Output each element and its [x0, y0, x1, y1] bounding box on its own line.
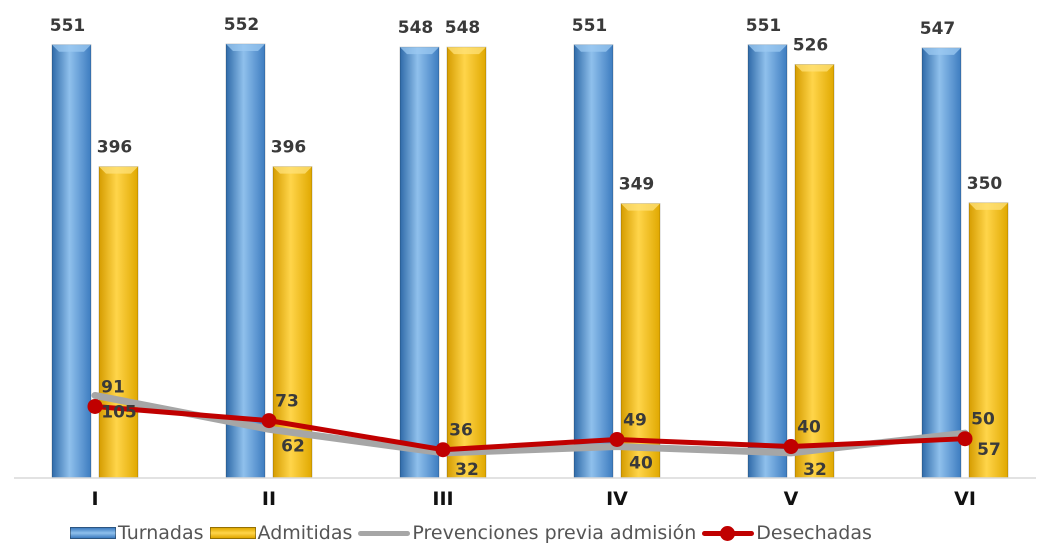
labels-layer: 551 396 552 396 548 548 551 349 551 526 547 350 105 6…	[50, 15, 1003, 480]
bar-cap-turnadas-VI	[922, 47, 961, 55]
bar-cap-admitidas-II	[273, 166, 312, 174]
data-label-turnadas-VI: 547	[920, 19, 956, 39]
legend-label-desechadas: Desechadas	[756, 522, 872, 544]
data-label-turnadas-II: 552	[224, 15, 260, 35]
data-label-desechadas-V: 40	[797, 418, 821, 438]
bar-turnadas-V	[747, 44, 788, 479]
point-desechadas-II	[261, 413, 277, 429]
bar-cap-turnadas-V	[748, 44, 787, 52]
legend-item-turnadas: Turnadas	[70, 522, 204, 544]
category-label-III: III	[432, 488, 453, 510]
category-label-II: II	[262, 488, 276, 510]
legend-swatch-prevenciones	[358, 526, 411, 540]
bar-admitidas-I	[98, 166, 139, 479]
bar-cap-admitidas-I	[99, 166, 138, 174]
bar-admitidas-VI	[968, 202, 1009, 479]
category-label-IV: IV	[606, 488, 628, 510]
bar-admitidas-IV	[620, 203, 661, 479]
data-label-desechadas-VI: 50	[971, 410, 995, 430]
data-label-turnadas-V: 551	[746, 16, 782, 36]
data-label-prevenciones-IV: 40	[629, 454, 653, 474]
bars-layer	[51, 43, 1009, 479]
category-label-VI: VI	[954, 488, 976, 510]
data-label-admitidas-I: 396	[97, 138, 133, 158]
legend: Turnadas Admitidas Prevenciones previa a…	[70, 520, 878, 546]
data-label-turnadas-IV: 551	[572, 16, 608, 36]
line-desechadas	[92, 403, 968, 453]
data-label-desechadas-II: 73	[275, 392, 299, 412]
data-label-prevenciones-VI: 57	[977, 440, 1001, 460]
legend-swatch-turnadas	[70, 527, 116, 539]
point-desechadas-V	[783, 439, 799, 455]
point-desechadas-IV	[609, 431, 625, 447]
legend-item-desechadas: Desechadas	[702, 522, 872, 544]
data-label-desechadas-I: 91	[101, 377, 125, 397]
data-label-admitidas-VI: 350	[967, 174, 1003, 194]
category-labels: I II III IV V VI	[91, 488, 975, 510]
data-label-desechadas-III: 36	[449, 421, 473, 441]
bar-cap-turnadas-III	[400, 47, 439, 55]
bar-turnadas-VI	[921, 47, 962, 479]
bar-cap-admitidas-III	[447, 47, 486, 55]
legend-label-turnadas: Turnadas	[118, 522, 204, 544]
bar-cap-turnadas-IV	[574, 44, 613, 52]
data-label-prevenciones-V: 32	[803, 460, 827, 480]
data-label-admitidas-III: 548	[445, 18, 481, 38]
bar-admitidas-V	[794, 64, 835, 479]
point-desechadas-VI	[957, 431, 973, 447]
legend-swatch-desechadas	[702, 526, 755, 541]
category-label-V: V	[784, 488, 799, 510]
point-desechadas-III	[435, 442, 451, 458]
legend-label-prevenciones: Prevenciones previa admisión	[412, 522, 697, 544]
bar-turnadas-III	[399, 46, 440, 479]
legend-item-prevenciones: Prevenciones previa admisión	[358, 522, 696, 544]
bar-cap-admitidas-VI	[969, 202, 1008, 210]
category-label-I: I	[91, 488, 98, 510]
bar-admitidas-III	[446, 46, 487, 479]
data-label-prevenciones-III: 32	[455, 460, 479, 480]
bar-turnadas-IV	[573, 44, 614, 479]
legend-item-admitidas: Admitidas	[209, 522, 353, 544]
data-label-desechadas-IV: 49	[623, 410, 647, 430]
data-label-prevenciones-I: 105	[101, 402, 137, 422]
legend-swatch-admitidas	[209, 527, 256, 539]
bar-turnadas-I	[51, 44, 92, 479]
data-label-turnadas-I: 551	[50, 16, 86, 36]
legend-label-admitidas: Admitidas	[257, 522, 353, 544]
data-label-turnadas-III: 548	[398, 18, 434, 38]
bar-cap-turnadas-I	[52, 44, 91, 52]
bar-cap-turnadas-II	[226, 44, 265, 51]
data-label-admitidas-V: 526	[793, 35, 829, 55]
data-label-admitidas-IV: 349	[619, 175, 655, 195]
data-label-prevenciones-II: 62	[281, 436, 305, 456]
point-prevenciones-I	[93, 393, 97, 398]
data-label-admitidas-II: 396	[271, 138, 307, 158]
line-prevenciones	[91, 391, 969, 457]
bar-cap-admitidas-IV	[621, 203, 660, 211]
point-prevenciones-II	[267, 427, 271, 432]
lines-layer	[87, 391, 973, 458]
bar-turnadas-II	[225, 43, 266, 479]
point-desechadas-I	[87, 398, 103, 414]
bar-cap-admitidas-V	[795, 64, 834, 72]
